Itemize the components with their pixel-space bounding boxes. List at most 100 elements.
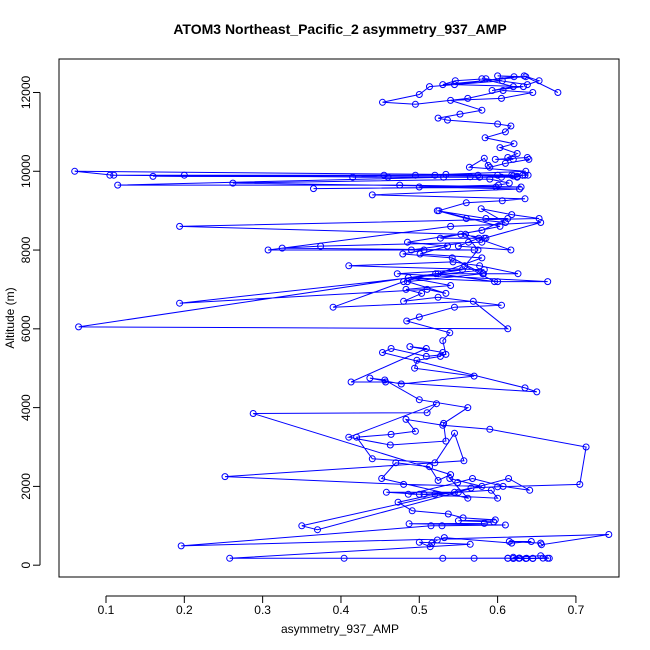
y-tick-label: 8000 [19, 236, 33, 263]
data-point [462, 230, 469, 238]
data-point [442, 289, 450, 297]
data-point [486, 163, 494, 171]
data-point [176, 299, 184, 307]
data-point [423, 285, 431, 293]
data-point [298, 522, 306, 530]
x-tick-label: 0.1 [98, 603, 115, 617]
data-point [444, 242, 451, 250]
data-point [459, 514, 467, 522]
data-point [526, 486, 534, 494]
data-point [393, 270, 401, 278]
x-axis-label: asymmetry_937_AMP [281, 622, 399, 636]
x-tick-label: 0.5 [411, 603, 428, 617]
x-tick-label: 0.4 [333, 603, 350, 617]
data-point [516, 554, 523, 562]
data-point [513, 150, 521, 157]
data-point [400, 480, 408, 488]
data-point [442, 437, 450, 445]
data-point [402, 285, 410, 293]
data-point [484, 161, 492, 169]
data-point [474, 246, 482, 254]
data-point [427, 522, 435, 530]
data-point [480, 234, 488, 242]
data-point [454, 488, 462, 496]
data-point [510, 73, 518, 81]
data-point [480, 154, 488, 162]
y-tick-label: 2000 [19, 473, 33, 500]
y-tick-label: 10000 [19, 154, 33, 188]
data-point [399, 250, 407, 258]
data-point [478, 482, 486, 490]
data-point [426, 83, 433, 91]
data-point [407, 246, 415, 254]
data-point [490, 518, 498, 526]
data-point [423, 409, 431, 417]
data-point [380, 171, 388, 179]
data-point [465, 163, 473, 171]
data-point [521, 384, 529, 392]
data-point [451, 77, 459, 85]
data-point [434, 270, 442, 278]
x-tick-label: 0.7 [568, 603, 585, 617]
data-point [426, 463, 433, 471]
data-point [476, 262, 484, 270]
data-point [469, 297, 477, 305]
data-point [454, 242, 462, 250]
data-point [494, 278, 502, 286]
data-point [464, 94, 472, 102]
series-layer [71, 72, 613, 562]
data-point [537, 552, 545, 560]
data-point [439, 337, 447, 345]
data-point [106, 171, 114, 179]
data-point [504, 325, 512, 333]
data-point [426, 543, 434, 551]
data-point [411, 364, 419, 372]
data-point [415, 91, 423, 98]
data-point [347, 378, 355, 386]
y-tick-label: 6000 [19, 315, 33, 342]
data-point [478, 106, 486, 114]
data-point [411, 100, 419, 108]
x-tick-label: 0.6 [489, 603, 506, 617]
data-point [470, 372, 478, 380]
data-point [404, 278, 411, 286]
data-point [521, 195, 529, 203]
data-point [382, 378, 390, 386]
data-point [529, 89, 537, 96]
data-point [478, 226, 486, 234]
data-point [436, 234, 444, 242]
data-point [470, 554, 478, 562]
data-point [462, 199, 470, 207]
data-point [379, 349, 386, 356]
data-point [501, 521, 509, 529]
data-point [482, 75, 490, 83]
data-point [478, 75, 486, 83]
data-point [418, 289, 426, 297]
data-point [479, 270, 487, 278]
data-point [411, 171, 419, 179]
data-point [440, 419, 448, 427]
data-point [509, 83, 517, 91]
data-point [480, 519, 488, 527]
data-point [434, 477, 442, 484]
data-point [501, 128, 509, 136]
data-point [474, 171, 482, 179]
data-point [538, 541, 545, 549]
data-point [415, 183, 423, 191]
data-point [494, 171, 502, 179]
y-axis-label: Altitude (m) [3, 287, 17, 348]
data-point [400, 297, 408, 305]
data-point [498, 77, 506, 85]
data-point [533, 388, 541, 396]
data-point [406, 343, 414, 351]
data-point [486, 175, 494, 183]
data-point [505, 179, 513, 187]
data-point [458, 266, 466, 274]
data-point [264, 246, 272, 254]
data-point [176, 222, 184, 230]
data-point [317, 242, 325, 250]
data-point [491, 155, 499, 163]
data-point [349, 173, 357, 181]
data-point [439, 81, 447, 89]
data-point [329, 303, 337, 311]
